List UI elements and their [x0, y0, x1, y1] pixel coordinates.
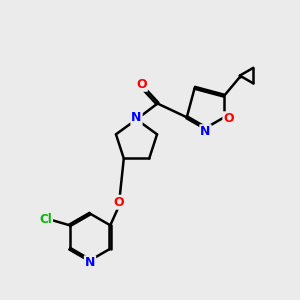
Text: O: O: [113, 196, 124, 209]
Text: N: N: [131, 111, 142, 124]
Text: N: N: [85, 256, 95, 269]
Text: N: N: [200, 125, 211, 138]
Text: O: O: [136, 78, 147, 91]
Text: O: O: [224, 112, 234, 125]
Text: Cl: Cl: [39, 213, 52, 226]
